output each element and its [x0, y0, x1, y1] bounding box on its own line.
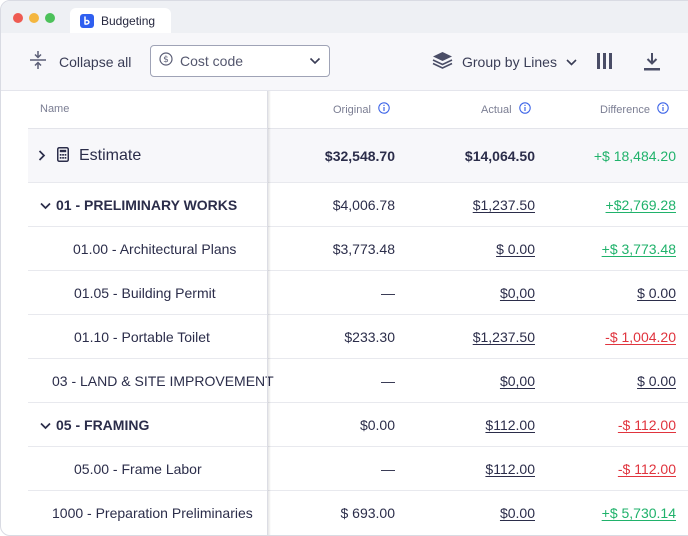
collapse-all-button[interactable]: Collapse all: [29, 50, 131, 74]
row-name: 01.10 - Portable Toilet: [74, 328, 210, 345]
row-name: 05 - FRAMING: [56, 416, 150, 433]
row-original: —: [381, 460, 395, 477]
row-name: 05.00 - Frame Labor: [74, 460, 202, 477]
column-header-actual-label: Actual: [481, 103, 512, 116]
column-header-name[interactable]: Name: [40, 103, 70, 115]
estimate-original: $32,548.70: [324, 147, 395, 164]
row-original: $3,773.48: [332, 240, 395, 257]
minimize-window-button[interactable]: [29, 13, 39, 23]
table-row[interactable]: 05 - FRAMING $0.00 $112.00 -$ 112.00: [28, 403, 688, 447]
dollar-circle-icon: $: [159, 51, 173, 71]
collapse-icon: [29, 50, 47, 75]
row-name-cell: 01 - PRELIMINARY WORKS: [40, 183, 237, 226]
row-actual-link[interactable]: $0,00: [499, 372, 535, 389]
table-row[interactable]: 03 - LAND & SITE IMPROVEMENT — $0,00 $ 0…: [28, 359, 688, 403]
maximize-window-button[interactable]: [45, 13, 55, 23]
row-actual-link[interactable]: $112.00: [485, 416, 535, 433]
tab-budgeting[interactable]: Budgeting: [70, 8, 171, 34]
tab-title: Budgeting: [101, 14, 156, 28]
toolbar: Collapse all $ Cost code Group by Lines: [1, 33, 688, 91]
columns-icon[interactable]: [597, 53, 612, 74]
row-difference-link[interactable]: -$ 112.00: [617, 416, 676, 433]
row-actual-link[interactable]: $ 0.00: [496, 240, 535, 257]
row-difference-link[interactable]: +$2,769.28: [605, 196, 676, 213]
row-actual-link[interactable]: $1,237.50: [472, 328, 535, 345]
chevron-down-icon: [566, 53, 577, 71]
svg-text:$: $: [163, 55, 169, 65]
row-name: 1000 - Preparation Preliminaries: [52, 505, 253, 521]
table-row[interactable]: 01.00 - Architectural Plans $3,773.48 $ …: [28, 227, 688, 271]
row-actual-link[interactable]: $1,237.50: [472, 196, 535, 213]
column-header-difference[interactable]: Difference: [600, 102, 669, 117]
table-row[interactable]: 01.05 - Building Permit — $0,00 $ 0.00: [28, 271, 688, 315]
row-name: 03 - LAND & SITE IMPROVEMENT: [52, 372, 274, 389]
title-bar: Budgeting: [1, 1, 688, 34]
row-actual-link[interactable]: $0,00: [499, 284, 535, 301]
estimate-label: Estimate: [79, 146, 142, 164]
column-header-original[interactable]: Original: [333, 102, 390, 117]
row-difference-link[interactable]: +$ 5,730.14: [601, 505, 676, 521]
row-difference-link[interactable]: +$ 3,773.48: [601, 240, 676, 257]
table-row[interactable]: 05.00 - Frame Labor — $112.00 -$ 112.00: [28, 447, 688, 491]
estimate-name-cell: Estimate: [38, 129, 141, 182]
table-row[interactable]: 1000 - Preparation Preliminaries $ 693.0…: [28, 491, 688, 535]
cost-code-select[interactable]: $ Cost code: [150, 45, 330, 77]
info-icon[interactable]: [518, 102, 531, 117]
row-difference-link[interactable]: -$ 1,004.20: [605, 328, 676, 345]
row-name: 01 - PRELIMINARY WORKS: [56, 196, 238, 213]
estimate-difference: +$ 18,484.20: [593, 147, 676, 164]
chevron-down-icon[interactable]: [40, 417, 51, 433]
row-difference-link[interactable]: -$ 112.00: [617, 460, 676, 477]
cost-code-placeholder: Cost code: [180, 53, 244, 69]
calculator-icon: [57, 146, 69, 165]
group-by-button[interactable]: Group by Lines: [432, 50, 577, 74]
table-row[interactable]: 01 - PRELIMINARY WORKS $4,006.78 $1,237.…: [28, 183, 688, 227]
column-header-actual[interactable]: Actual: [481, 102, 531, 117]
row-actual-link[interactable]: $112.00: [485, 460, 535, 477]
row-name: 01.05 - Building Permit: [74, 284, 216, 301]
layers-icon: [432, 51, 453, 74]
app-logo-icon: [80, 14, 94, 28]
row-difference-link[interactable]: $ 0.00: [637, 372, 676, 389]
row-original: $4,006.78: [332, 196, 395, 213]
close-window-button[interactable]: [13, 13, 23, 23]
row-original: $233.30: [344, 328, 395, 345]
column-header-original-label: Original: [333, 103, 371, 116]
download-icon[interactable]: [644, 53, 660, 76]
row-original: —: [381, 372, 395, 389]
row-difference-link[interactable]: $ 0.00: [637, 284, 676, 301]
estimate-row[interactable]: Estimate $32,548.70 $14,064.50 +$ 18,484…: [28, 129, 688, 183]
table-header: Name Original Actual Difference: [28, 91, 688, 129]
chevron-down-icon: [309, 52, 321, 70]
row-name-cell: 05 - FRAMING: [40, 403, 149, 446]
row-original: —: [381, 284, 395, 301]
row-original: $ 693.00: [340, 505, 396, 521]
chevron-down-icon[interactable]: [40, 197, 51, 213]
table-row[interactable]: 01.10 - Portable Toilet $233.30 $1,237.5…: [28, 315, 688, 359]
row-original: $0.00: [359, 416, 395, 433]
column-header-difference-label: Difference: [600, 103, 650, 116]
info-icon[interactable]: [657, 102, 669, 117]
info-icon[interactable]: [378, 102, 390, 117]
row-actual-link[interactable]: $0.00: [499, 505, 535, 521]
row-name: 01.00 - Architectural Plans: [73, 240, 237, 257]
frozen-column-divider: [267, 91, 271, 535]
chevron-right-icon[interactable]: [38, 148, 46, 164]
group-by-label: Group by Lines: [462, 54, 557, 70]
estimate-actual: $14,064.50: [464, 147, 535, 164]
collapse-all-label: Collapse all: [59, 54, 132, 70]
